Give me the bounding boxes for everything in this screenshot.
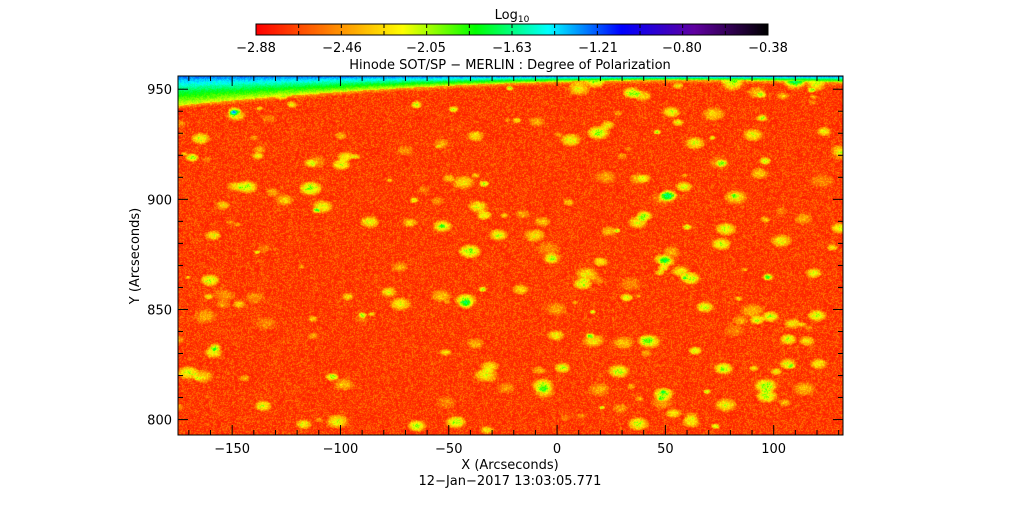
colorbar-tick-label: −2.88: [236, 41, 276, 56]
colorbar-tick-label: −2.05: [406, 41, 446, 56]
colorbar-tick-label: −0.38: [748, 41, 788, 56]
colorbar-label: Log10: [495, 8, 530, 25]
x-tick-label: 100: [761, 442, 786, 457]
colorbar: [256, 24, 768, 35]
y-tick-label: 950: [147, 83, 172, 98]
x-tick-label: 0: [553, 442, 561, 457]
polarization-heatmap: [178, 76, 843, 435]
y-tick-label: 900: [147, 193, 172, 208]
x-tick-label: −50: [435, 442, 462, 457]
axis-ticks: −150 −100 −50 0 50 100 800 850 900 950: [147, 76, 843, 457]
y-tick-label: 850: [147, 303, 172, 318]
colorbar-tick-label: −1.21: [578, 41, 618, 56]
chart-title: Hinode SOT/SP − MERLIN : Degree of Polar…: [349, 58, 671, 73]
x-axis-label: X (Arcseconds): [461, 458, 558, 473]
colorbar-tick-label: −1.63: [492, 41, 532, 56]
y-axis-label: Y (Arcseconds): [128, 208, 143, 305]
colorbar-tick-label: −2.46: [322, 41, 362, 56]
plot-frame: [177, 75, 844, 436]
timestamp: 12−Jan−2017 13:03:05.771: [419, 474, 602, 489]
colorbar-ticks: −2.88 −2.46 −2.05 −1.63 −1.21 −0.80 −0.38: [236, 23, 788, 56]
x-tick-label: −150: [214, 442, 250, 457]
colorbar-tick-label: −0.80: [662, 41, 702, 56]
x-tick-label: 50: [657, 442, 674, 457]
y-tick-label: 800: [147, 414, 172, 429]
x-tick-label: −100: [323, 442, 359, 457]
